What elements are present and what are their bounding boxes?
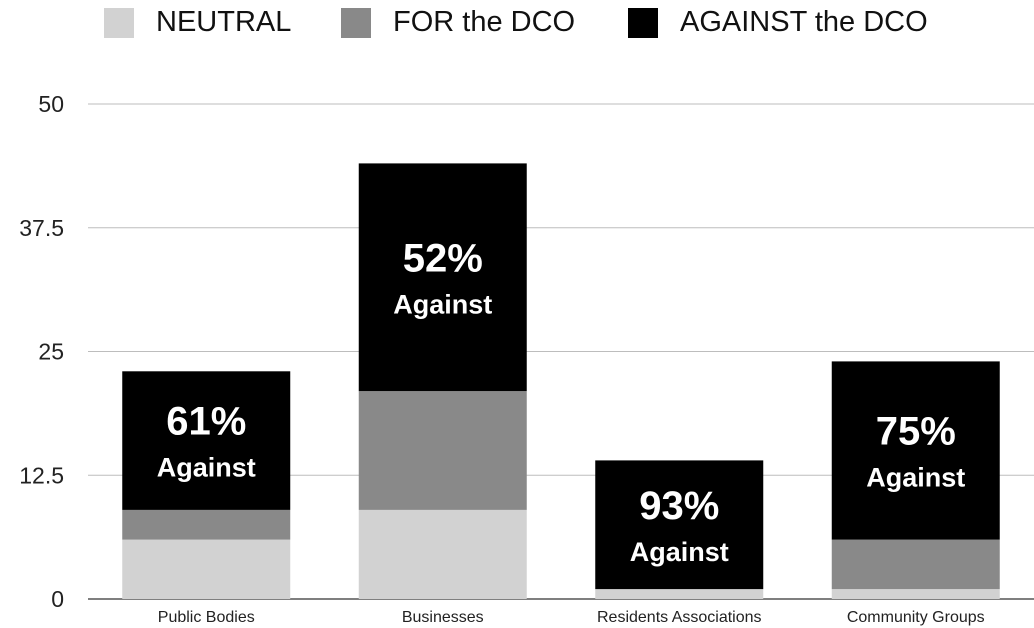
legend-label-neutral: NEUTRAL [156,6,292,38]
annotation-percent: 93% [639,484,719,528]
legend: NEUTRAL FOR the DCO AGAINST the DCO [0,0,1034,50]
legend-item-neutral: NEUTRAL [104,6,291,39]
legend-item-against: AGAINST the DCO [628,6,928,39]
bar-segment [831,361,1000,540]
legend-item-for: FOR the DCO [341,6,575,39]
annotation-label: Against [866,463,965,493]
y-tick-label: 25 [38,339,64,365]
bar-segment [122,539,291,599]
x-category-label: Residents Associations [597,609,762,626]
bar-segment [358,163,527,392]
legend-swatch-against [628,7,658,38]
legend-label-against: AGAINST the DCO [680,6,928,38]
legend-swatch-neutral [104,7,134,38]
bar-segment [831,589,1000,599]
annotation-label: Against [157,453,256,483]
x-category-label: Businesses [402,609,484,626]
x-category-label: Public Bodies [158,609,255,626]
bar-segment [122,371,291,510]
y-tick-label: 50 [38,91,64,117]
bar-segment [122,509,291,540]
annotation-label: Against [630,537,729,567]
bar-segment [595,589,764,599]
y-tick-label: 0 [51,586,64,612]
x-category-label: Community Groups [847,609,985,626]
bar-segment [358,391,527,510]
bar-segment [358,509,527,599]
annotation-label: Against [393,289,492,319]
annotation-percent: 52% [403,236,483,280]
legend-swatch-for [341,7,371,38]
y-tick-label: 37.5 [19,215,64,241]
legend-label-for: FOR the DCO [393,6,576,38]
annotation-percent: 75% [876,410,956,454]
bar-segment [595,460,764,590]
bar-segment [831,539,1000,590]
annotation-percent: 61% [166,400,246,444]
y-tick-label: 12.5 [19,462,64,488]
